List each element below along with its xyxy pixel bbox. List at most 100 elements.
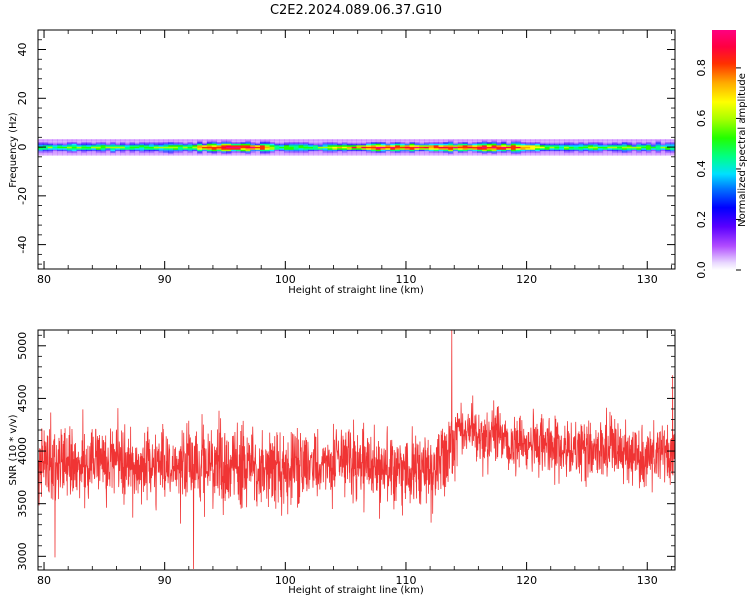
spectrogram-cell bbox=[399, 147, 406, 150]
spectrogram-cell bbox=[250, 147, 256, 150]
spectrogram-cell bbox=[467, 141, 473, 144]
spectrogram-cell bbox=[173, 141, 179, 144]
spectrogram-cell bbox=[665, 147, 671, 150]
spectrogram-cell bbox=[255, 141, 261, 144]
spectrogram-cell bbox=[279, 143, 285, 146]
spectrogram-cell bbox=[424, 147, 430, 150]
spectrogram-cell bbox=[568, 144, 575, 147]
spectrogram-cell bbox=[197, 141, 203, 144]
spectrogram-cell bbox=[491, 140, 497, 143]
spectrogram-cell bbox=[602, 153, 608, 156]
spectrogram-cell bbox=[438, 141, 444, 144]
spectrogram-cell bbox=[235, 140, 242, 143]
spectrogram-cell bbox=[544, 149, 551, 152]
spectrogram-cell bbox=[496, 143, 502, 146]
spectrogram-cell bbox=[288, 144, 295, 147]
spectrogram-cell bbox=[414, 139, 420, 141]
spectrogram-cell bbox=[264, 150, 271, 153]
spectrogram-cell bbox=[202, 147, 208, 150]
spectrogram-cell bbox=[231, 141, 237, 144]
spectrogram-cell bbox=[457, 153, 464, 156]
spectrogram-cell bbox=[433, 139, 440, 141]
spectrogram-cell bbox=[404, 150, 411, 153]
spectrogram-cell bbox=[535, 144, 541, 147]
spectrogram-cell bbox=[168, 150, 174, 153]
spectrogram-cell bbox=[38, 139, 44, 141]
spectrogram-cell bbox=[559, 153, 565, 156]
spectrogram-cell bbox=[607, 141, 613, 144]
spectrogram-cell bbox=[57, 149, 63, 152]
spectrogram-cell bbox=[332, 152, 338, 155]
spectrogram-cell bbox=[453, 150, 459, 153]
spectrogram-cell bbox=[284, 139, 290, 141]
spectrogram-cell bbox=[404, 140, 411, 143]
spectrogram-cell bbox=[303, 143, 309, 146]
spectrogram-cell bbox=[47, 149, 53, 152]
spectrogram-cell bbox=[197, 153, 203, 156]
spectrogram-cell bbox=[120, 153, 126, 156]
spectrogram-cell bbox=[57, 139, 63, 141]
spectrogram-cell bbox=[650, 149, 657, 152]
spectrogram-cell bbox=[327, 143, 333, 146]
spectrogram-cell bbox=[501, 152, 507, 155]
spectrogram-cell bbox=[375, 139, 382, 141]
spectrogram-cell bbox=[274, 141, 280, 144]
spectrogram-cell bbox=[617, 153, 623, 156]
spectrogram-cell bbox=[226, 144, 232, 147]
spectrogram-cell bbox=[182, 144, 189, 147]
spectrogram-cell bbox=[612, 147, 618, 150]
spectrogram-cell bbox=[293, 140, 300, 143]
spectrogram-cell bbox=[588, 144, 594, 147]
spectrogram-cell bbox=[163, 149, 169, 152]
spectrogram-cell bbox=[337, 147, 343, 150]
spectrogram-cell bbox=[62, 153, 68, 156]
spectrogram-cell bbox=[370, 146, 377, 149]
spectrogram-cell bbox=[57, 152, 63, 155]
snr-x-tick-label: 90 bbox=[158, 574, 172, 587]
spectrogram-cell bbox=[539, 150, 546, 153]
spectrogram-cell bbox=[134, 143, 140, 146]
spectrogram-cell bbox=[240, 152, 247, 155]
spectrogram-cell bbox=[206, 150, 213, 153]
spectrogram-cell bbox=[327, 149, 333, 152]
spectrogram-cell bbox=[274, 144, 280, 147]
spectrogram-cell bbox=[486, 149, 493, 152]
spectrogram-cell bbox=[206, 149, 213, 152]
spectrogram-cell bbox=[506, 139, 512, 141]
spectrogram-cell bbox=[399, 149, 406, 152]
spectrogram-cell bbox=[448, 141, 454, 144]
spectrogram-cell bbox=[231, 149, 237, 152]
spectrogram-cell bbox=[448, 153, 454, 156]
spectrogram-cell bbox=[163, 152, 169, 155]
spectrogram-cell bbox=[612, 152, 618, 155]
spectrogram-cell bbox=[438, 144, 444, 147]
spectrogram-cell bbox=[414, 143, 420, 146]
spectrogram-cell bbox=[342, 153, 348, 156]
spectrogram-cell bbox=[182, 140, 189, 143]
spectrogram-cell bbox=[255, 143, 261, 146]
spectrogram-cell bbox=[554, 152, 560, 155]
spectrogram-cell bbox=[544, 143, 551, 146]
spectrogram-cell bbox=[206, 146, 213, 149]
spectrogram-cell bbox=[279, 152, 285, 155]
spectrogram-cell bbox=[438, 153, 444, 156]
spectrogram-cell bbox=[250, 139, 256, 141]
spectrogram-cell bbox=[76, 147, 82, 150]
spectrogram-cell bbox=[100, 153, 107, 156]
spectrogram-cell bbox=[602, 147, 608, 150]
spectrogram-cell bbox=[86, 141, 92, 144]
spectrogram-cell bbox=[568, 149, 575, 152]
spectrogram-cell bbox=[395, 146, 401, 149]
spectrogram-cell bbox=[298, 150, 304, 153]
spectrogram-cell bbox=[308, 153, 314, 156]
spectrogram-cell bbox=[134, 139, 140, 141]
spectrogram-cell bbox=[313, 152, 319, 155]
spectrogram-cell bbox=[399, 152, 406, 155]
spectrogram-cell bbox=[510, 150, 517, 153]
spectrogram-cell bbox=[636, 150, 642, 153]
spectrogram-cell bbox=[337, 143, 343, 146]
spectrogram-cell bbox=[235, 153, 242, 156]
spectrogram-cell bbox=[501, 150, 507, 153]
spectrogram-cell bbox=[636, 141, 642, 144]
spectrogram-cell bbox=[105, 152, 111, 155]
